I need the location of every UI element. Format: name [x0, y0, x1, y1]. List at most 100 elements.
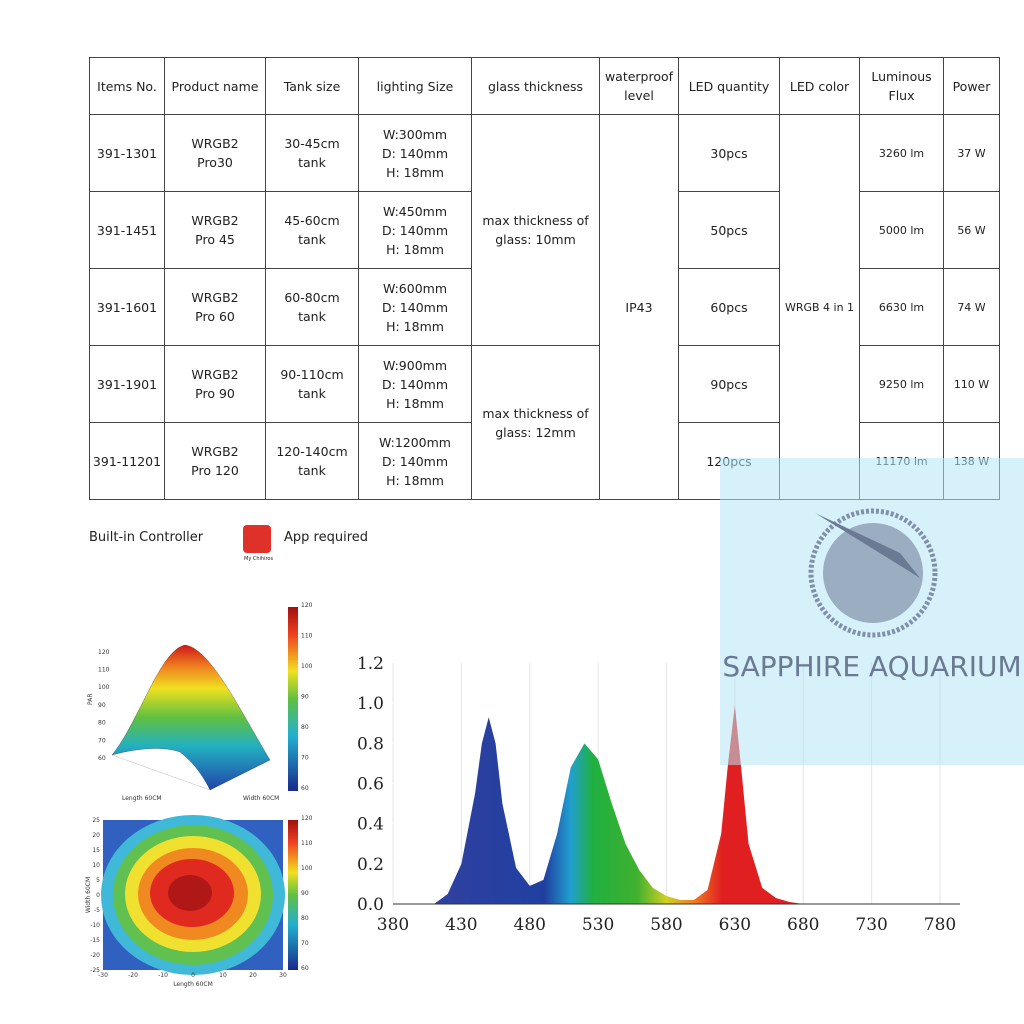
waterproof-cell: IP43 — [599, 114, 679, 500]
item-cell: 391-1301 — [89, 114, 165, 192]
z-tick-label: 90 — [98, 702, 106, 709]
y-tick-label: -10 — [90, 922, 100, 929]
colorbar-tick: 90 — [301, 694, 309, 701]
z-tick-label: 120 — [98, 649, 110, 656]
x-axis-label: Length 60CM — [122, 795, 162, 802]
leds-cell: 30pcs — [678, 114, 780, 192]
x-tick-label: 480 — [514, 915, 546, 935]
x-tick-label: 10 — [219, 972, 227, 979]
z-tick-label: 110 — [98, 667, 110, 674]
power-cell: 110 W — [943, 345, 1000, 423]
x-tick-label: 780 — [924, 915, 956, 935]
tank-cell: 30-45cm tank — [265, 114, 359, 192]
header-cell: Product name — [164, 57, 266, 115]
power-cell: 37 W — [943, 114, 1000, 192]
item-cell: 391-1451 — [89, 191, 165, 269]
colorbar-tick: 100 — [301, 865, 313, 872]
tank-cell: 120-140cm tank — [265, 422, 359, 500]
watermark-logo: SAPPHIRE AQUARIUM — [722, 508, 1022, 683]
y-tick-label: 0 — [96, 892, 100, 899]
app-icon-label: My Chihiros — [244, 556, 274, 562]
spectrum-area — [434, 705, 804, 904]
par-heatmap — [101, 815, 298, 975]
contour — [168, 875, 212, 911]
x-tick-label: 0 — [191, 972, 195, 979]
x-tick-label: 30 — [279, 972, 287, 979]
colorbar-tick: 80 — [301, 724, 309, 731]
header-cell: LED color — [779, 57, 860, 115]
x-tick-label: 380 — [377, 915, 409, 935]
y-tick-label: 0.6 — [357, 775, 384, 795]
colorbar — [288, 607, 298, 791]
z-axis-label: PAR — [87, 693, 94, 705]
colorbar-tick: 70 — [301, 755, 309, 762]
colorbar-tick: 80 — [301, 915, 309, 922]
y-tick-label: 0.4 — [357, 815, 384, 835]
header-cell: Tank size — [265, 57, 359, 115]
spec-table: Items No. Product name Tank size lighting S… — [89, 57, 1000, 500]
y-tick-label: 0.8 — [357, 734, 384, 754]
y-tick-label: 0.2 — [357, 855, 384, 875]
y-tick-label: 1.0 — [357, 694, 384, 714]
leds-cell: 90pcs — [678, 345, 780, 423]
led-color-cell: WRGB 4 in 1 — [779, 114, 860, 500]
app-icon — [243, 525, 271, 553]
y-tick-label: 25 — [92, 817, 100, 824]
y-tick-label: 0.0 — [357, 895, 384, 915]
colorbar-tick: 60 — [301, 785, 309, 792]
controller-label: Built-in Controller — [89, 530, 204, 545]
watermark: SAPPHIRE AQUARIUM — [720, 458, 1024, 765]
y-tick-label: -5 — [94, 907, 100, 914]
colorbar-tick: 120 — [301, 602, 313, 609]
tank-cell: 60-80cm tank — [265, 268, 359, 346]
item-cell: 391-11201 — [89, 422, 165, 500]
tank-cell: 90-110cm tank — [265, 345, 359, 423]
logo-disc — [823, 523, 923, 623]
name-cell: WRGB2 Pro30 — [164, 114, 266, 192]
z-tick-label: 80 — [98, 720, 106, 727]
x-tick-label: 430 — [445, 915, 477, 935]
x-tick-label: -20 — [128, 972, 138, 979]
size-cell: W:300mm D: 140mm H: 18mm — [358, 114, 472, 192]
flux-cell: 3260 lm — [859, 114, 944, 192]
logo-ring — [808, 508, 938, 638]
item-cell: 391-1601 — [89, 268, 165, 346]
colorbar-tick: 100 — [301, 663, 313, 670]
logo-fish — [815, 513, 920, 578]
y-tick-label: 10 — [92, 862, 100, 869]
x-tick-label: 20 — [249, 972, 257, 979]
flux-cell: 6630 lm — [859, 268, 944, 346]
par-surface — [111, 644, 271, 791]
table-row: 391-1901 WRGB2 Pro 90 90-110cm tank W:900mm… — [89, 345, 1000, 500]
header-cell: glass thickness — [471, 57, 600, 115]
leds-cell: 50pcs — [678, 191, 780, 269]
colorbar-tick: 120 — [301, 815, 313, 822]
header-cell: Power — [943, 57, 1000, 115]
glass-cell: max thickness of glass: 12mm — [471, 345, 600, 500]
size-cell: W:450mm D: 140mm H: 18mm — [358, 191, 472, 269]
y-axis-label: Width 60CM — [243, 795, 279, 802]
colorbar-tick: 110 — [301, 633, 313, 640]
watermark-text: SAPPHIRE AQUARIUM — [722, 650, 1021, 683]
colorbar — [288, 820, 298, 970]
name-cell: WRGB2 Pro 120 — [164, 422, 266, 500]
colorbar-tick: 110 — [301, 840, 313, 847]
y-tick-label: -25 — [90, 967, 100, 974]
y-tick-label: 15 — [92, 847, 100, 854]
par-3d-plot — [111, 607, 298, 791]
table-row: 391-1301 WRGB2 Pro30 30-45cm tank W:300mm D… — [89, 114, 1000, 500]
z-tick-label: 100 — [98, 684, 110, 691]
x-tick-label: 580 — [650, 915, 682, 935]
y-tick-label: -20 — [90, 952, 100, 959]
y-tick-label: 20 — [92, 832, 100, 839]
header-cell: lighting Size — [358, 57, 472, 115]
y-axis-label: Width 60CM — [85, 877, 92, 913]
colorbar-tick: 60 — [301, 965, 309, 972]
colorbar-tick: 70 — [301, 940, 309, 947]
y-tick-label: 1.2 — [357, 654, 384, 674]
z-tick-label: 60 — [98, 755, 106, 762]
x-tick-label: -30 — [98, 972, 108, 979]
flux-cell: 9250 lm — [859, 345, 944, 423]
